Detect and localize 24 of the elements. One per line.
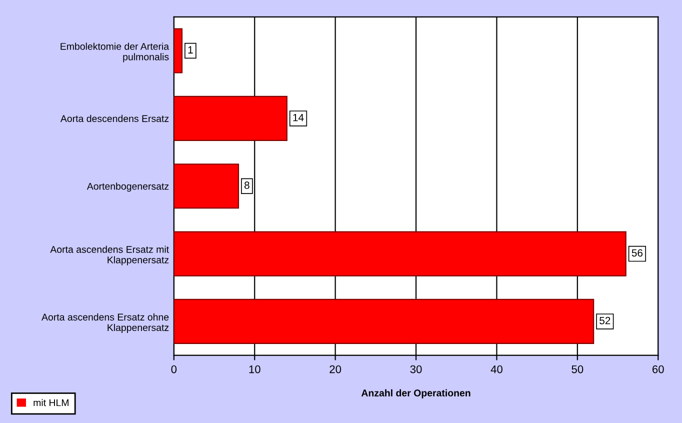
bar — [174, 164, 240, 209]
x-tick-label: 40 — [490, 365, 502, 374]
bar — [174, 231, 626, 276]
data-label: 14 — [293, 114, 304, 122]
x-tick-label: 0 — [171, 365, 177, 374]
x-tick-label: 10 — [249, 365, 260, 374]
y-tick-label: Embolektomie der Arteria pulmonalis — [60, 42, 170, 62]
data-label: 8 — [244, 182, 250, 189]
y-tick-label: Aorta descendens Ersatz — [60, 114, 169, 122]
data-label: 52 — [600, 316, 610, 324]
bar — [174, 298, 594, 344]
y-tick-label: Aortenbogenersatz — [86, 182, 169, 192]
y-tick-label: Aorta ascendens Ersatz ohne Klappenersatz — [42, 313, 169, 333]
x-tick-label: 50 — [572, 365, 584, 374]
data-label: 1 — [188, 46, 193, 54]
legend-label: mit HLM — [34, 399, 68, 406]
y-tick-label: Aorta ascendens Ersatz mit Klappenersatz — [50, 246, 169, 266]
data-label: 56 — [632, 249, 643, 257]
bar — [174, 96, 288, 141]
x-tick-label: 30 — [410, 365, 422, 374]
bar — [174, 28, 183, 74]
x-tick-label: 20 — [330, 365, 342, 374]
x-axis-title: Anzahl der Operationen — [361, 389, 470, 398]
x-tick-label: 60 — [652, 365, 664, 374]
